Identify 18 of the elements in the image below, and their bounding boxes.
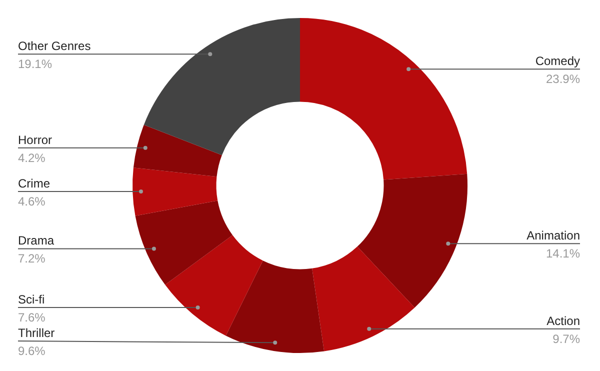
slice-label: Other Genres [18, 39, 91, 54]
data-label: 4.6% [18, 194, 46, 208]
slice-label: Horror [18, 132, 52, 147]
slice-label: Animation [526, 228, 580, 243]
slice-label: Drama [18, 234, 54, 248]
data-label: 4.2% [18, 150, 46, 165]
data-label: 9.6% [18, 344, 46, 358]
slice-label: Action [546, 314, 580, 328]
slice-label: Sci-fi [18, 292, 45, 306]
data-label: 9.7% [552, 332, 580, 346]
data-label: 14.1% [546, 246, 580, 261]
data-label: 23.9% [546, 72, 580, 86]
slice-label: Thriller [18, 326, 55, 340]
data-label: 19.1% [18, 57, 52, 72]
data-label: 7.2% [18, 252, 46, 266]
slice-label: Comedy [535, 54, 580, 68]
data-label: 7.6% [18, 310, 46, 324]
slice-label: Crime [18, 176, 50, 190]
